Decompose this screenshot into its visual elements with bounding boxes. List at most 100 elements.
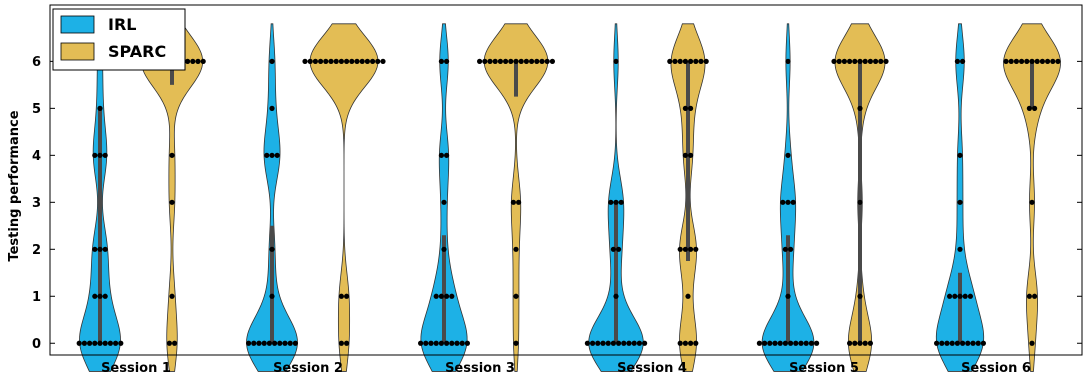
data-point <box>785 293 791 299</box>
data-point <box>1026 293 1032 299</box>
data-point <box>616 340 622 346</box>
data-point <box>261 340 267 346</box>
data-point <box>323 58 329 64</box>
data-point <box>497 58 503 64</box>
violin-irl <box>761 23 815 372</box>
data-point <box>102 293 108 299</box>
y-tick-label: 6 <box>32 55 41 70</box>
data-point <box>1039 58 1045 64</box>
data-point <box>785 199 791 205</box>
data-point <box>333 58 339 64</box>
data-point <box>523 58 530 64</box>
data-point <box>636 340 643 346</box>
data-point <box>438 152 444 158</box>
data-point <box>1050 58 1056 64</box>
data-point <box>616 246 622 252</box>
data-point <box>169 293 175 299</box>
y-tick-label: 3 <box>32 196 41 211</box>
violin-irl <box>420 23 468 372</box>
data-point <box>605 340 611 346</box>
data-point <box>693 58 699 64</box>
data-point <box>97 340 103 346</box>
data-point <box>782 246 789 252</box>
data-point <box>677 58 683 64</box>
data-point <box>682 58 689 64</box>
data-point <box>102 246 108 252</box>
data-point <box>534 58 540 64</box>
data-point <box>883 58 889 64</box>
data-point <box>200 58 206 64</box>
data-point <box>1029 199 1035 205</box>
data-point <box>441 246 447 252</box>
data-point <box>185 58 191 64</box>
data-point <box>269 105 275 111</box>
data-point <box>444 152 450 158</box>
data-point <box>762 340 768 346</box>
data-point <box>949 340 955 346</box>
data-point <box>600 340 606 346</box>
data-point <box>841 58 848 64</box>
data-point <box>610 246 617 252</box>
data-point <box>287 340 293 346</box>
data-point <box>312 58 318 64</box>
data-point <box>459 340 465 346</box>
data-point <box>195 58 201 64</box>
data-point <box>852 340 858 346</box>
data-point <box>939 340 945 346</box>
data-point <box>873 58 879 64</box>
data-point <box>767 340 773 346</box>
data-point <box>344 58 350 64</box>
data-point <box>444 58 450 64</box>
data-point <box>785 152 791 158</box>
data-point <box>703 58 709 64</box>
data-point <box>618 199 624 205</box>
x-category-label: Session 2 <box>273 361 343 376</box>
data-point <box>857 105 863 111</box>
data-point <box>847 340 853 346</box>
data-point <box>777 340 783 346</box>
data-point <box>814 340 820 346</box>
data-point <box>957 246 963 252</box>
data-point <box>302 58 308 64</box>
data-point <box>344 293 350 299</box>
data-point <box>433 340 439 346</box>
data-point <box>492 58 498 64</box>
data-point <box>438 293 444 299</box>
data-point <box>790 199 796 205</box>
data-point <box>97 152 103 158</box>
x-category-label: Session 4 <box>617 361 687 376</box>
data-point <box>857 58 863 64</box>
quartile-bar-layer <box>98 61 1034 344</box>
data-point <box>954 58 961 64</box>
data-point <box>672 58 678 64</box>
data-point <box>92 152 98 158</box>
data-point <box>967 293 974 299</box>
violin-irl <box>588 23 644 372</box>
data-point <box>934 340 940 346</box>
data-point <box>788 246 794 252</box>
data-point <box>438 340 444 346</box>
data-point <box>97 293 103 299</box>
data-point <box>318 58 324 64</box>
data-point <box>513 340 519 346</box>
data-point <box>92 246 98 252</box>
data-point <box>944 340 950 346</box>
data-point <box>613 58 619 64</box>
violin-sparc <box>309 23 379 372</box>
data-point <box>251 340 257 346</box>
data-point <box>1034 58 1040 64</box>
data-point <box>529 58 535 64</box>
data-point <box>1032 105 1038 111</box>
data-point <box>449 340 455 346</box>
data-point <box>269 293 275 299</box>
y-tick-label: 5 <box>32 102 41 117</box>
x-category-label: Session 3 <box>445 361 515 376</box>
data-point-layer <box>76 58 1061 346</box>
x-category-label: Session 1 <box>101 361 171 376</box>
data-point <box>970 340 976 346</box>
data-point <box>960 340 966 346</box>
data-point <box>957 152 963 158</box>
data-point <box>169 152 175 158</box>
data-point <box>113 340 119 346</box>
data-point <box>798 340 804 346</box>
